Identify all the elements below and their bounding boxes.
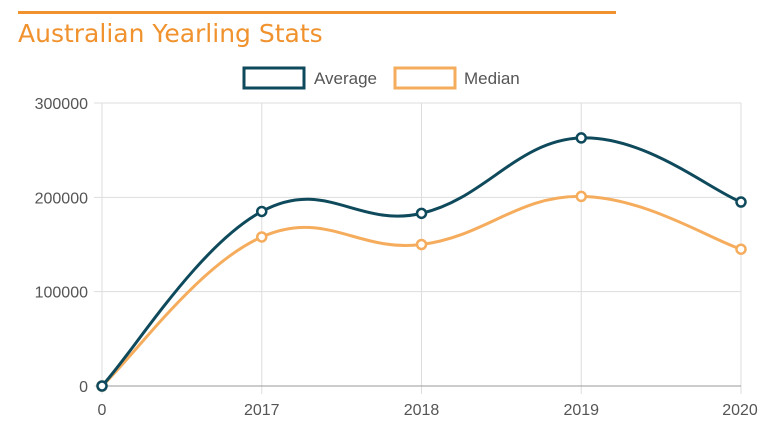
y-tick-label: 100000 (35, 285, 88, 302)
data-point-median[interactable] (256, 231, 268, 243)
legend-label: Median (464, 69, 520, 88)
title-underline (18, 11, 616, 14)
page-title: Australian Yearling Stats (18, 19, 323, 48)
data-point-average[interactable] (96, 380, 108, 392)
y-tick-label: 0 (79, 379, 88, 396)
data-point-average[interactable] (575, 132, 587, 144)
data-point-median[interactable] (735, 243, 747, 255)
legend-item-median[interactable]: Median (393, 66, 520, 90)
legend-swatch (242, 66, 306, 90)
legend[interactable]: Average Median (242, 66, 520, 90)
x-tick-label: 2019 (563, 402, 599, 419)
axes: 300000 200000 100000 00 2017 2018 2019 2020 (35, 96, 758, 419)
y-tick-label: 300000 (35, 96, 88, 113)
x-tick-label: 2020 (722, 402, 758, 419)
legend-item-average[interactable]: Average (242, 66, 377, 90)
x-tick-label: 0 (98, 402, 107, 419)
legend-label: Average (314, 69, 377, 88)
legend-swatch (393, 66, 457, 90)
data-point-average[interactable] (415, 207, 428, 220)
x-tick-label: 2017 (244, 402, 280, 419)
series-group (96, 132, 747, 392)
data-point-average[interactable] (735, 196, 747, 208)
data-point-average[interactable] (256, 205, 268, 218)
y-tick-label: 200000 (35, 190, 88, 207)
x-tick-label: 2018 (404, 402, 440, 419)
data-point-median[interactable] (415, 238, 428, 251)
data-point-median[interactable] (575, 190, 587, 203)
